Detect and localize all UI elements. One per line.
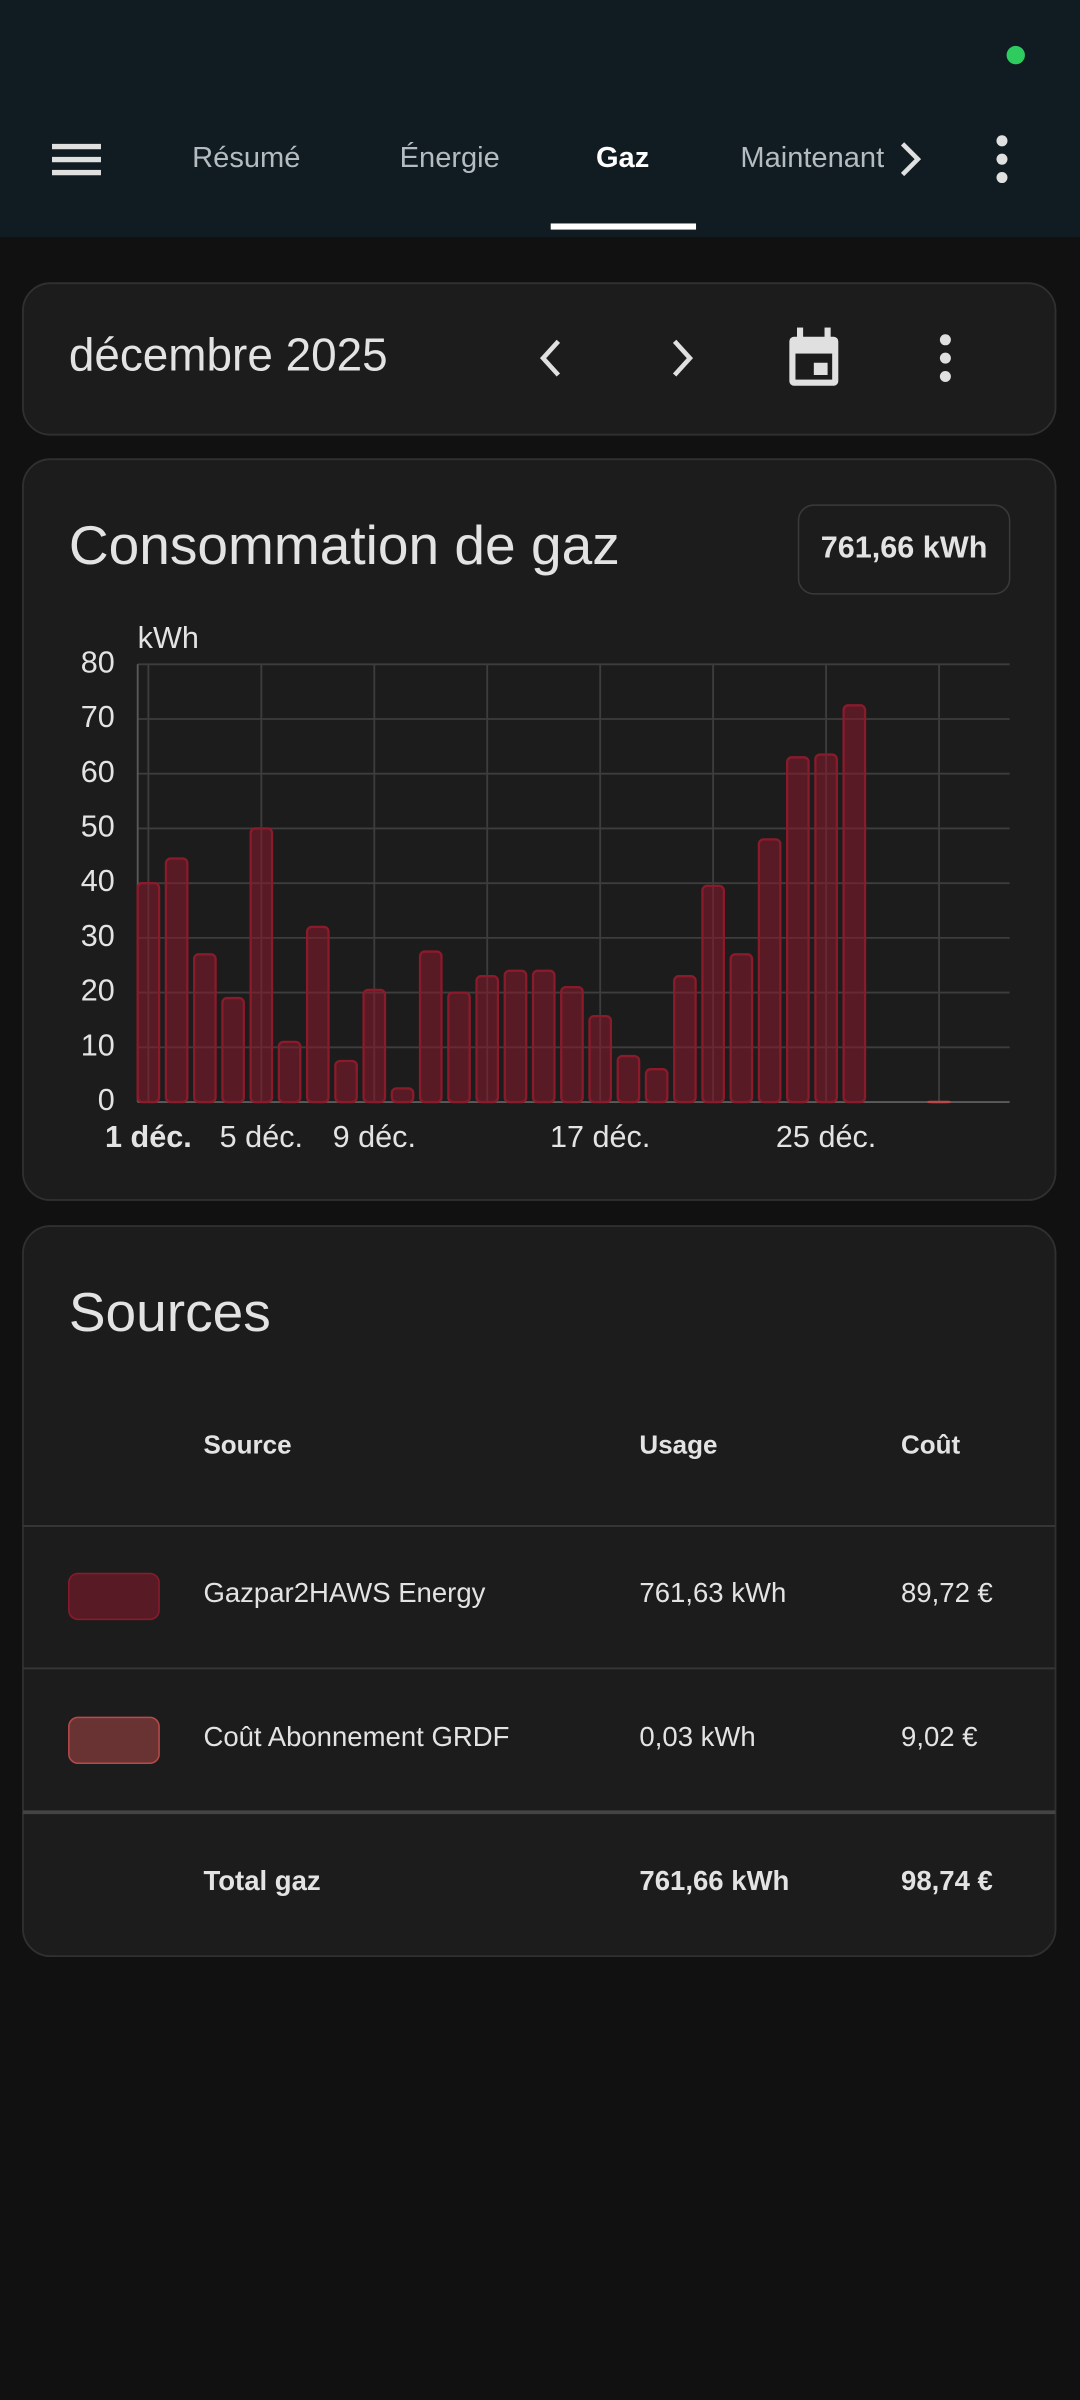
column-header: Usage <box>639 1429 717 1459</box>
chart-title: Consommation de gaz <box>69 514 620 576</box>
bar <box>531 969 556 1104</box>
y-tick-label: 30 <box>81 919 115 953</box>
source-cost: 9,02 € <box>901 1721 978 1752</box>
x-tick-label: 25 déc. <box>776 1120 876 1154</box>
x-tick-label: 17 déc. <box>550 1120 650 1154</box>
bar <box>701 884 725 1104</box>
total-cost: 98,74 € <box>901 1865 993 1896</box>
period-menu[interactable] <box>939 334 951 383</box>
calendar-button[interactable] <box>789 327 839 386</box>
bar <box>362 988 387 1104</box>
y-tick-label: 60 <box>81 755 115 789</box>
tab-indicator <box>550 223 697 230</box>
total-badge <box>797 504 1011 595</box>
next-button[interactable] <box>672 339 694 377</box>
source-usage: 0,03 kWh <box>639 1721 755 1752</box>
y-tick-label: 50 <box>81 810 115 844</box>
bar <box>729 953 754 1104</box>
bar <box>447 991 471 1104</box>
bar <box>390 1087 415 1104</box>
total-usage: 761,66 kWh <box>639 1865 789 1896</box>
bar <box>560 985 584 1104</box>
period-card <box>22 282 1057 436</box>
bar <box>277 1040 302 1104</box>
tab[interactable]: Résumé <box>192 142 300 174</box>
bar <box>616 1054 641 1104</box>
total-label: Total gaz <box>203 1865 320 1896</box>
bar <box>418 950 443 1104</box>
x-tick-label: 1 déc. <box>105 1120 192 1154</box>
y-tick-label: 70 <box>81 700 115 734</box>
tab[interactable]: Gaz <box>596 142 649 174</box>
bar <box>842 704 867 1104</box>
source-name: Gazpar2HAWS Energy <box>203 1577 485 1608</box>
bar <box>503 969 528 1104</box>
y-tick-label: 0 <box>98 1083 115 1117</box>
bar <box>673 975 697 1104</box>
bar <box>136 882 161 1104</box>
bar <box>785 756 810 1104</box>
overflow-menu[interactable] <box>996 135 1008 184</box>
status-dot <box>1006 45 1025 65</box>
chart: 0 10 20 30 40 50 60 70 80 1 déc. 5 déc. 9 déc. 17 dé… <box>81 645 1010 1154</box>
column-header: Coût <box>901 1429 961 1459</box>
tab[interactable]: Maintenant <box>740 142 884 174</box>
bar <box>221 996 245 1104</box>
app-bar <box>0 0 1080 238</box>
source-name: Coût Abonnement GRDF <box>203 1721 509 1752</box>
y-tick-label: 20 <box>81 974 115 1008</box>
sources-title: Sources <box>69 1281 271 1343</box>
bar <box>249 827 274 1104</box>
source-cost: 89,72 € <box>901 1577 993 1608</box>
bar <box>588 1014 613 1104</box>
source-usage: 761,63 kWh <box>639 1577 786 1608</box>
x-tick-label: 5 déc. <box>220 1120 303 1154</box>
y-axis-label: kWh <box>138 621 199 655</box>
bar <box>305 925 330 1104</box>
y-tick-label: 40 <box>81 864 115 898</box>
tab[interactable]: Énergie <box>400 141 500 174</box>
bar <box>757 838 782 1104</box>
bar <box>644 1068 669 1104</box>
x-tick-label: 9 déc. <box>333 1120 416 1154</box>
bar <box>475 975 500 1104</box>
source-swatch <box>68 1572 160 1621</box>
previous-button[interactable] <box>539 339 561 377</box>
total-value: 761,66 kWh <box>821 531 988 565</box>
column-header: Source <box>203 1429 291 1459</box>
bar <box>334 1059 358 1104</box>
bar <box>814 753 838 1104</box>
bar <box>193 953 217 1104</box>
y-tick-label: 10 <box>81 1028 115 1062</box>
menu-button[interactable] <box>52 143 101 176</box>
source-swatch <box>68 1716 160 1765</box>
sources-card <box>22 1225 1057 1958</box>
tabs-scroll-arrow[interactable] <box>900 142 922 177</box>
y-tick-label: 80 <box>81 645 115 679</box>
period-label: décembre 2025 <box>69 328 388 380</box>
bar <box>164 857 189 1104</box>
